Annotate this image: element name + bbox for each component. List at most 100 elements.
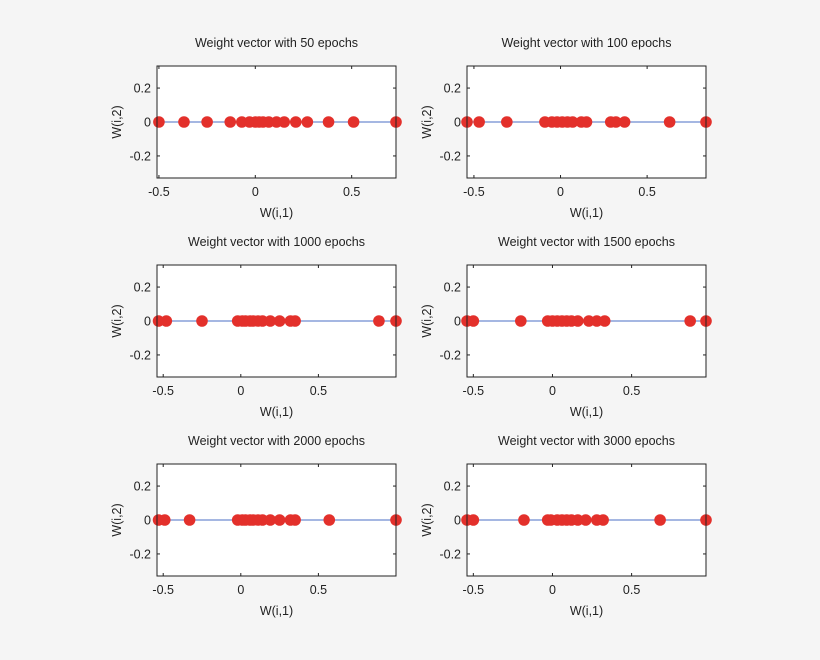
y-axis-label: W(i,2) bbox=[420, 503, 434, 536]
data-point bbox=[201, 116, 213, 128]
data-point bbox=[467, 315, 480, 327]
data-point bbox=[158, 514, 171, 526]
x-tick-label: 0.5 bbox=[310, 384, 327, 398]
chart-title: Weight vector with 3000 epochs bbox=[498, 434, 675, 448]
x-tick-label: -0.5 bbox=[152, 583, 174, 597]
data-point bbox=[289, 116, 302, 128]
data-point bbox=[571, 315, 584, 327]
y-tick-label: 0 bbox=[144, 315, 151, 329]
data-point bbox=[323, 514, 336, 526]
chart-title: Weight vector with 1500 epochs bbox=[498, 235, 675, 249]
data-point bbox=[183, 514, 196, 526]
x-tick-label: 0.5 bbox=[343, 185, 360, 199]
x-tick-label: 0.5 bbox=[310, 583, 327, 597]
x-tick-label: -0.5 bbox=[463, 583, 485, 597]
subplot: Weight vector with 1000 epochs -0.5 0 0.5 -0… bbox=[110, 235, 402, 419]
x-tick-label: -0.5 bbox=[148, 185, 170, 199]
y-tick-label: 0.2 bbox=[444, 480, 461, 494]
y-tick-label: 0 bbox=[454, 514, 461, 528]
data-point bbox=[301, 116, 314, 128]
data-point bbox=[663, 116, 676, 128]
x-tick-label: 0 bbox=[549, 384, 556, 398]
y-tick-label: -0.2 bbox=[439, 547, 461, 561]
y-tick-label: 0 bbox=[144, 116, 151, 130]
y-tick-label: 0.2 bbox=[444, 82, 461, 96]
chart-title: Weight vector with 100 epochs bbox=[501, 36, 671, 50]
x-axis-label: W(i,1) bbox=[260, 604, 293, 618]
y-axis-label: W(i,2) bbox=[420, 304, 434, 337]
data-point bbox=[467, 514, 480, 526]
data-point bbox=[160, 315, 173, 327]
data-point bbox=[610, 116, 622, 128]
subplot: Weight vector with 50 epochs -0.5 0 0.5 -0.2… bbox=[110, 36, 402, 220]
data-point bbox=[273, 514, 286, 526]
data-point bbox=[347, 116, 360, 128]
data-point bbox=[518, 514, 530, 526]
x-tick-label: -0.5 bbox=[463, 384, 485, 398]
data-point bbox=[618, 116, 631, 128]
data-point bbox=[289, 315, 301, 327]
x-axis-label: W(i,1) bbox=[570, 604, 603, 618]
y-axis-label: W(i,2) bbox=[110, 503, 124, 536]
axes-frame bbox=[466, 65, 707, 179]
y-tick-label: -0.2 bbox=[129, 149, 151, 163]
data-point bbox=[473, 116, 485, 128]
x-axis-label: W(i,1) bbox=[570, 405, 603, 419]
y-tick-label: 0.2 bbox=[134, 281, 151, 295]
x-tick-label: 0 bbox=[557, 185, 564, 199]
axes-frame bbox=[156, 264, 397, 378]
y-axis-label: W(i,2) bbox=[110, 304, 124, 337]
y-tick-label: 0.2 bbox=[134, 480, 151, 494]
axes-frame bbox=[466, 264, 707, 378]
x-axis-label: W(i,1) bbox=[260, 206, 293, 220]
data-point bbox=[196, 315, 208, 327]
y-axis-label: W(i,2) bbox=[110, 105, 124, 138]
data-point bbox=[273, 315, 286, 327]
subplot: Weight vector with 3000 epochs -0.5 0 0.5 -0… bbox=[420, 434, 712, 618]
x-tick-label: 0.5 bbox=[623, 384, 640, 398]
data-point bbox=[501, 116, 513, 128]
data-point bbox=[289, 514, 301, 526]
data-point bbox=[566, 116, 579, 128]
x-tick-label: 0 bbox=[237, 384, 244, 398]
y-axis-label: W(i,2) bbox=[420, 105, 434, 138]
y-tick-label: 0 bbox=[144, 514, 151, 528]
x-tick-label: -0.5 bbox=[463, 185, 485, 199]
data-point bbox=[278, 116, 291, 128]
subplot: Weight vector with 100 epochs -0.5 0 0.5 -0.… bbox=[420, 36, 712, 220]
x-axis-label: W(i,1) bbox=[260, 405, 293, 419]
y-tick-label: -0.2 bbox=[129, 348, 151, 362]
y-tick-label: -0.2 bbox=[439, 348, 461, 362]
chart-title: Weight vector with 50 epochs bbox=[195, 36, 358, 50]
axes-frame bbox=[156, 65, 397, 179]
chart-title: Weight vector with 2000 epochs bbox=[188, 434, 365, 448]
data-point bbox=[580, 116, 593, 128]
data-point bbox=[579, 514, 592, 526]
axes-frame bbox=[156, 463, 397, 577]
data-point bbox=[178, 116, 190, 128]
x-axis-label: W(i,1) bbox=[570, 206, 603, 220]
data-point bbox=[684, 315, 696, 327]
y-tick-label: 0 bbox=[454, 116, 461, 130]
y-tick-label: -0.2 bbox=[129, 547, 151, 561]
x-tick-label: 0 bbox=[252, 185, 259, 199]
data-point bbox=[597, 514, 609, 526]
data-point bbox=[515, 315, 527, 327]
axes-frame bbox=[466, 463, 707, 577]
subplot: Weight vector with 2000 epochs -0.5 0 0.5 -0… bbox=[110, 434, 402, 618]
data-point bbox=[654, 514, 666, 526]
data-point bbox=[264, 514, 277, 526]
data-point bbox=[153, 116, 165, 128]
x-tick-label: 0 bbox=[549, 583, 556, 597]
data-point bbox=[224, 116, 237, 128]
y-tick-label: 0.2 bbox=[134, 82, 151, 96]
x-tick-label: 0.5 bbox=[623, 583, 640, 597]
data-point bbox=[322, 116, 335, 128]
y-tick-label: 0 bbox=[454, 315, 461, 329]
chart-title: Weight vector with 1000 epochs bbox=[188, 235, 365, 249]
y-tick-label: 0.2 bbox=[444, 281, 461, 295]
x-tick-label: 0 bbox=[237, 583, 244, 597]
data-point bbox=[373, 315, 385, 327]
subplot: Weight vector with 1500 epochs -0.5 0 0.5 -0… bbox=[420, 235, 712, 419]
